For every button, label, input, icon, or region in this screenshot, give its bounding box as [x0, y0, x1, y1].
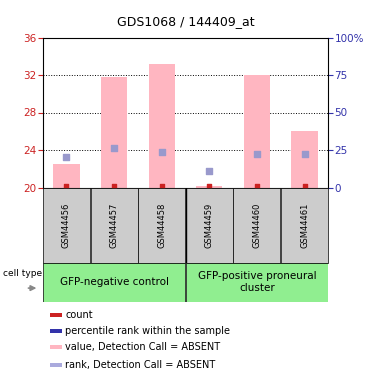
- Bar: [281, 188, 328, 262]
- Point: [159, 149, 165, 155]
- Text: count: count: [65, 310, 93, 320]
- Text: cell type: cell type: [3, 269, 43, 278]
- Text: GDS1068 / 144409_at: GDS1068 / 144409_at: [117, 15, 254, 28]
- Point: [159, 183, 165, 189]
- Bar: [138, 188, 185, 262]
- Text: value, Detection Call = ABSENT: value, Detection Call = ABSENT: [65, 342, 220, 352]
- Bar: [50, 329, 62, 333]
- Text: GSM44457: GSM44457: [109, 202, 119, 248]
- Point: [302, 183, 308, 189]
- Bar: [53, 164, 79, 188]
- Bar: [244, 75, 270, 188]
- Text: GSM44456: GSM44456: [62, 202, 71, 248]
- Point: [254, 151, 260, 157]
- Bar: [186, 262, 328, 302]
- Text: percentile rank within the sample: percentile rank within the sample: [65, 326, 230, 336]
- Text: GSM44459: GSM44459: [205, 202, 214, 248]
- Bar: [149, 64, 175, 188]
- Text: rank, Detection Call = ABSENT: rank, Detection Call = ABSENT: [65, 360, 215, 370]
- Bar: [43, 188, 90, 262]
- Point: [63, 183, 69, 189]
- Text: GFP-negative control: GFP-negative control: [60, 277, 168, 287]
- Bar: [233, 188, 280, 262]
- Text: GFP-positive proneural
cluster: GFP-positive proneural cluster: [198, 272, 316, 293]
- Bar: [91, 188, 138, 262]
- Point: [206, 183, 212, 189]
- Point: [254, 183, 260, 189]
- Bar: [196, 186, 222, 188]
- Point: [206, 168, 212, 174]
- Bar: [43, 262, 185, 302]
- Point: [111, 145, 117, 151]
- Bar: [50, 313, 62, 317]
- Bar: [50, 363, 62, 367]
- Point: [302, 151, 308, 157]
- Text: GSM44458: GSM44458: [157, 202, 166, 248]
- Text: GSM44460: GSM44460: [252, 202, 262, 248]
- Point: [111, 183, 117, 189]
- Bar: [50, 345, 62, 349]
- Bar: [101, 77, 127, 188]
- Point: [63, 154, 69, 160]
- Bar: [186, 188, 233, 262]
- Text: GSM44461: GSM44461: [300, 202, 309, 248]
- Bar: [292, 131, 318, 188]
